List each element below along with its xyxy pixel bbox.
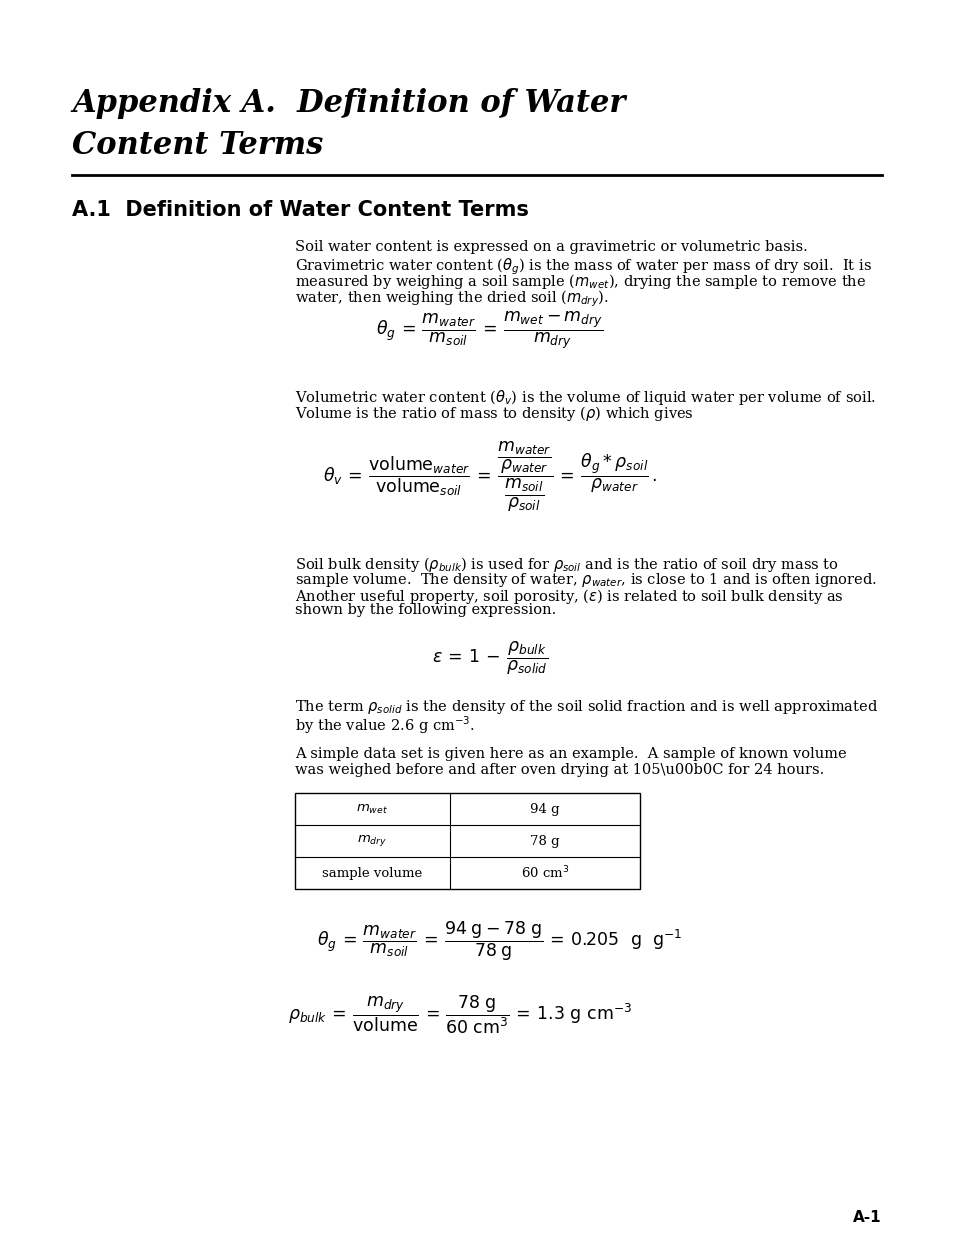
Text: Volume is the ratio of mass to density ($\rho$) which gives: Volume is the ratio of mass to density (… [294, 404, 693, 424]
Text: Volumetric water content ($\theta_v$) is the volume of liquid water per volume o: Volumetric water content ($\theta_v$) is… [294, 388, 875, 408]
Text: $\varepsilon \,=\, 1 \,-\, \dfrac{\rho_{bulk}}{\rho_{solid}}$: $\varepsilon \,=\, 1 \,-\, \dfrac{\rho_{… [432, 640, 548, 678]
Text: by the value 2.6 g cm$^{-3}$.: by the value 2.6 g cm$^{-3}$. [294, 714, 475, 736]
Text: $\rho_{bulk} \,=\, \dfrac{m_{dry}}{\mathrm{volume}} \,=\, \dfrac{78\;\mathrm{g}}: $\rho_{bulk} \,=\, \dfrac{m_{dry}}{\math… [288, 993, 632, 1035]
Text: Gravimetric water content ($\theta_g$) is the mass of water per mass of dry soil: Gravimetric water content ($\theta_g$) i… [294, 256, 871, 277]
Text: $m_{wet}$: $m_{wet}$ [356, 803, 388, 815]
Text: $\theta_g \,=\, \dfrac{m_{water}}{m_{soil}} \,=\, \dfrac{m_{wet} - m_{dry}}{m_{d: $\theta_g \,=\, \dfrac{m_{water}}{m_{soi… [375, 310, 603, 352]
Text: Appendix A.  Definition of Water: Appendix A. Definition of Water [71, 88, 625, 119]
Text: sample volume: sample volume [322, 867, 422, 879]
Text: water, then weighing the dried soil ($m_{dry}$).: water, then weighing the dried soil ($m_… [294, 288, 608, 309]
Text: A-1: A-1 [853, 1210, 882, 1225]
Text: sample volume.  The density of water, $\rho_{water}$, is close to 1 and is often: sample volume. The density of water, $\r… [294, 571, 876, 589]
Text: $\theta_v \,=\, \dfrac{\mathrm{volume}_{water}}{\mathrm{volume}_{soil}} \,=\, \d: $\theta_v \,=\, \dfrac{\mathrm{volume}_{… [322, 440, 657, 514]
Text: A simple data set is given here as an example.  A sample of known volume: A simple data set is given here as an ex… [294, 747, 845, 761]
Text: 78 g: 78 g [530, 835, 559, 847]
Text: Soil water content is expressed on a gravimetric or volumetric basis.: Soil water content is expressed on a gra… [294, 240, 807, 254]
Text: $m_{dry}$: $m_{dry}$ [357, 834, 387, 848]
Text: $\theta_g \,=\, \dfrac{m_{water}}{m_{soil}} \,=\, \dfrac{94\;\mathrm{g} - 78\;\m: $\theta_g \,=\, \dfrac{m_{water}}{m_{soi… [317, 920, 682, 963]
Text: Content Terms: Content Terms [71, 130, 323, 161]
Text: shown by the following expression.: shown by the following expression. [294, 603, 556, 618]
Text: 60 cm$^3$: 60 cm$^3$ [520, 864, 569, 882]
Text: 94 g: 94 g [530, 803, 559, 815]
Text: Another useful property, soil porosity, ($\varepsilon$) is related to soil bulk : Another useful property, soil porosity, … [294, 587, 842, 606]
Text: was weighed before and after oven drying at 105\u00b0C for 24 hours.: was weighed before and after oven drying… [294, 763, 823, 777]
Text: The term $\rho_{solid}$ is the density of the soil solid fraction and is well ap: The term $\rho_{solid}$ is the density o… [294, 698, 878, 716]
Bar [294, 793, 639, 889]
Text: measured by weighing a soil sample ($m_{wet}$), drying the sample to remove the: measured by weighing a soil sample ($m_{… [294, 272, 865, 291]
Text: Soil bulk density ($\rho_{bulk}$) is used for $\rho_{soil}$ and is the ratio of : Soil bulk density ($\rho_{bulk}$) is use… [294, 555, 838, 574]
Text: A.1  Definition of Water Content Terms: A.1 Definition of Water Content Terms [71, 200, 528, 220]
